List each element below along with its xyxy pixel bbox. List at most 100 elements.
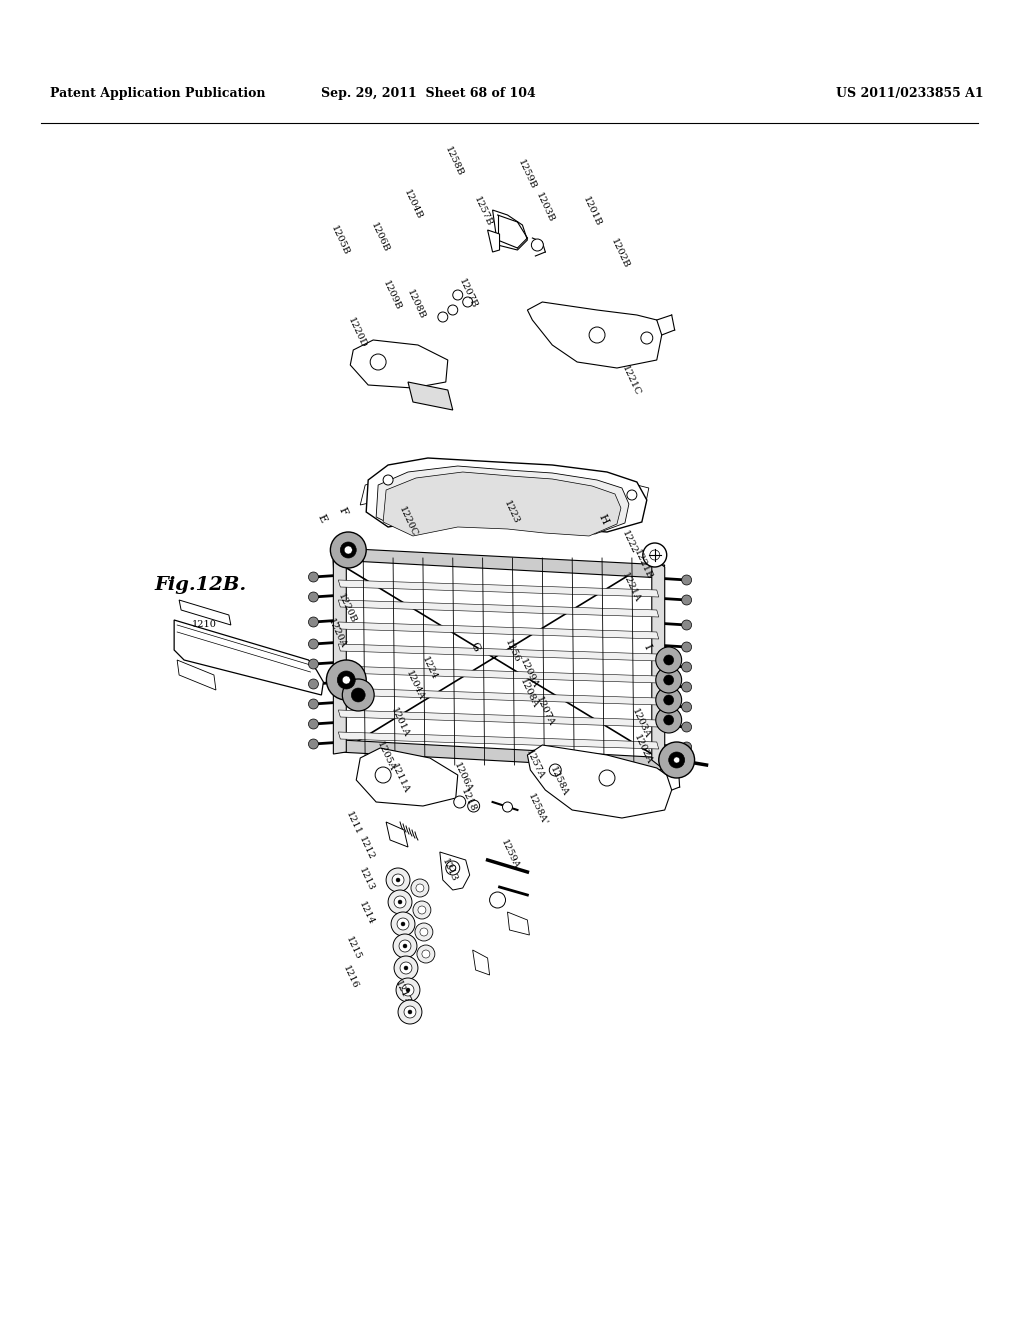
Text: 1212: 1212 (356, 836, 376, 862)
Text: 1207A: 1207A (534, 696, 556, 727)
Circle shape (682, 663, 691, 672)
Circle shape (658, 742, 694, 777)
Text: 1215: 1215 (344, 935, 364, 961)
Polygon shape (386, 822, 408, 847)
Text: 1214: 1214 (356, 900, 376, 927)
Circle shape (308, 700, 318, 709)
Text: 1216: 1216 (341, 964, 360, 990)
Circle shape (682, 620, 691, 630)
Circle shape (447, 305, 458, 315)
Polygon shape (473, 950, 489, 975)
Polygon shape (633, 484, 649, 508)
Circle shape (404, 1006, 416, 1018)
Polygon shape (338, 667, 658, 682)
Circle shape (344, 546, 352, 554)
Text: 1258A': 1258A' (525, 792, 549, 826)
Circle shape (669, 752, 685, 768)
Polygon shape (174, 620, 324, 696)
Circle shape (664, 715, 674, 725)
Polygon shape (350, 341, 447, 388)
Text: 1208B: 1208B (404, 289, 426, 321)
Circle shape (394, 956, 418, 979)
Circle shape (682, 642, 691, 652)
Text: 1256: 1256 (504, 638, 522, 664)
Circle shape (417, 945, 435, 964)
Circle shape (331, 532, 367, 568)
Circle shape (599, 770, 615, 785)
Polygon shape (367, 458, 647, 532)
Circle shape (682, 722, 691, 733)
Circle shape (415, 923, 433, 941)
Text: 1210: 1210 (191, 620, 216, 628)
Polygon shape (334, 558, 346, 754)
Circle shape (308, 739, 318, 748)
Circle shape (664, 675, 674, 685)
Circle shape (308, 678, 318, 689)
Polygon shape (179, 601, 230, 624)
Circle shape (643, 543, 667, 568)
Circle shape (531, 239, 544, 251)
Text: 1224: 1224 (420, 655, 438, 681)
Circle shape (454, 796, 466, 808)
Circle shape (308, 719, 318, 729)
Text: 1222: 1222 (620, 529, 638, 556)
Circle shape (682, 595, 691, 605)
Polygon shape (177, 660, 216, 690)
Circle shape (340, 543, 356, 558)
Circle shape (401, 921, 406, 927)
Circle shape (398, 1001, 422, 1024)
Text: 1257B: 1257B (472, 195, 494, 227)
Text: 1259B: 1259B (516, 158, 538, 190)
Polygon shape (338, 741, 670, 770)
Circle shape (308, 616, 318, 627)
Text: 1220C: 1220C (397, 504, 419, 539)
Circle shape (408, 1010, 412, 1014)
Circle shape (394, 896, 406, 908)
Polygon shape (334, 548, 665, 578)
Text: 1209A: 1209A (518, 657, 540, 689)
Text: 1202B: 1202B (609, 238, 631, 269)
Circle shape (388, 890, 412, 913)
Text: E: E (315, 513, 329, 524)
Polygon shape (338, 644, 658, 661)
Circle shape (327, 660, 367, 700)
Circle shape (489, 892, 506, 908)
Polygon shape (338, 579, 658, 597)
Circle shape (682, 576, 691, 585)
Circle shape (383, 475, 393, 484)
Circle shape (438, 312, 447, 322)
Circle shape (682, 742, 691, 752)
Polygon shape (408, 381, 453, 411)
Text: 1218: 1218 (459, 787, 477, 813)
Circle shape (664, 696, 674, 705)
Polygon shape (338, 710, 658, 727)
Text: 1213: 1213 (440, 857, 459, 883)
Circle shape (589, 327, 605, 343)
Text: 1259A: 1259A (500, 838, 521, 870)
Circle shape (627, 490, 637, 500)
Circle shape (402, 983, 414, 997)
Text: H: H (596, 512, 609, 525)
Circle shape (392, 874, 404, 886)
Polygon shape (487, 230, 500, 252)
Circle shape (396, 978, 420, 1002)
Text: 1221B: 1221B (632, 548, 653, 582)
Text: 1204A: 1204A (403, 669, 425, 701)
Circle shape (503, 803, 512, 812)
Polygon shape (508, 912, 529, 935)
Text: 1220A: 1220A (326, 618, 348, 649)
Circle shape (655, 686, 682, 713)
Circle shape (416, 884, 424, 892)
Circle shape (682, 682, 691, 692)
Circle shape (445, 861, 460, 875)
Polygon shape (338, 601, 658, 616)
Circle shape (404, 966, 408, 970)
Circle shape (397, 917, 409, 931)
Circle shape (396, 878, 400, 882)
Text: G: G (469, 640, 481, 653)
Circle shape (420, 928, 428, 936)
Circle shape (418, 906, 426, 913)
Text: I: I (642, 643, 653, 651)
Text: 1213: 1213 (356, 866, 376, 892)
Circle shape (386, 869, 410, 892)
